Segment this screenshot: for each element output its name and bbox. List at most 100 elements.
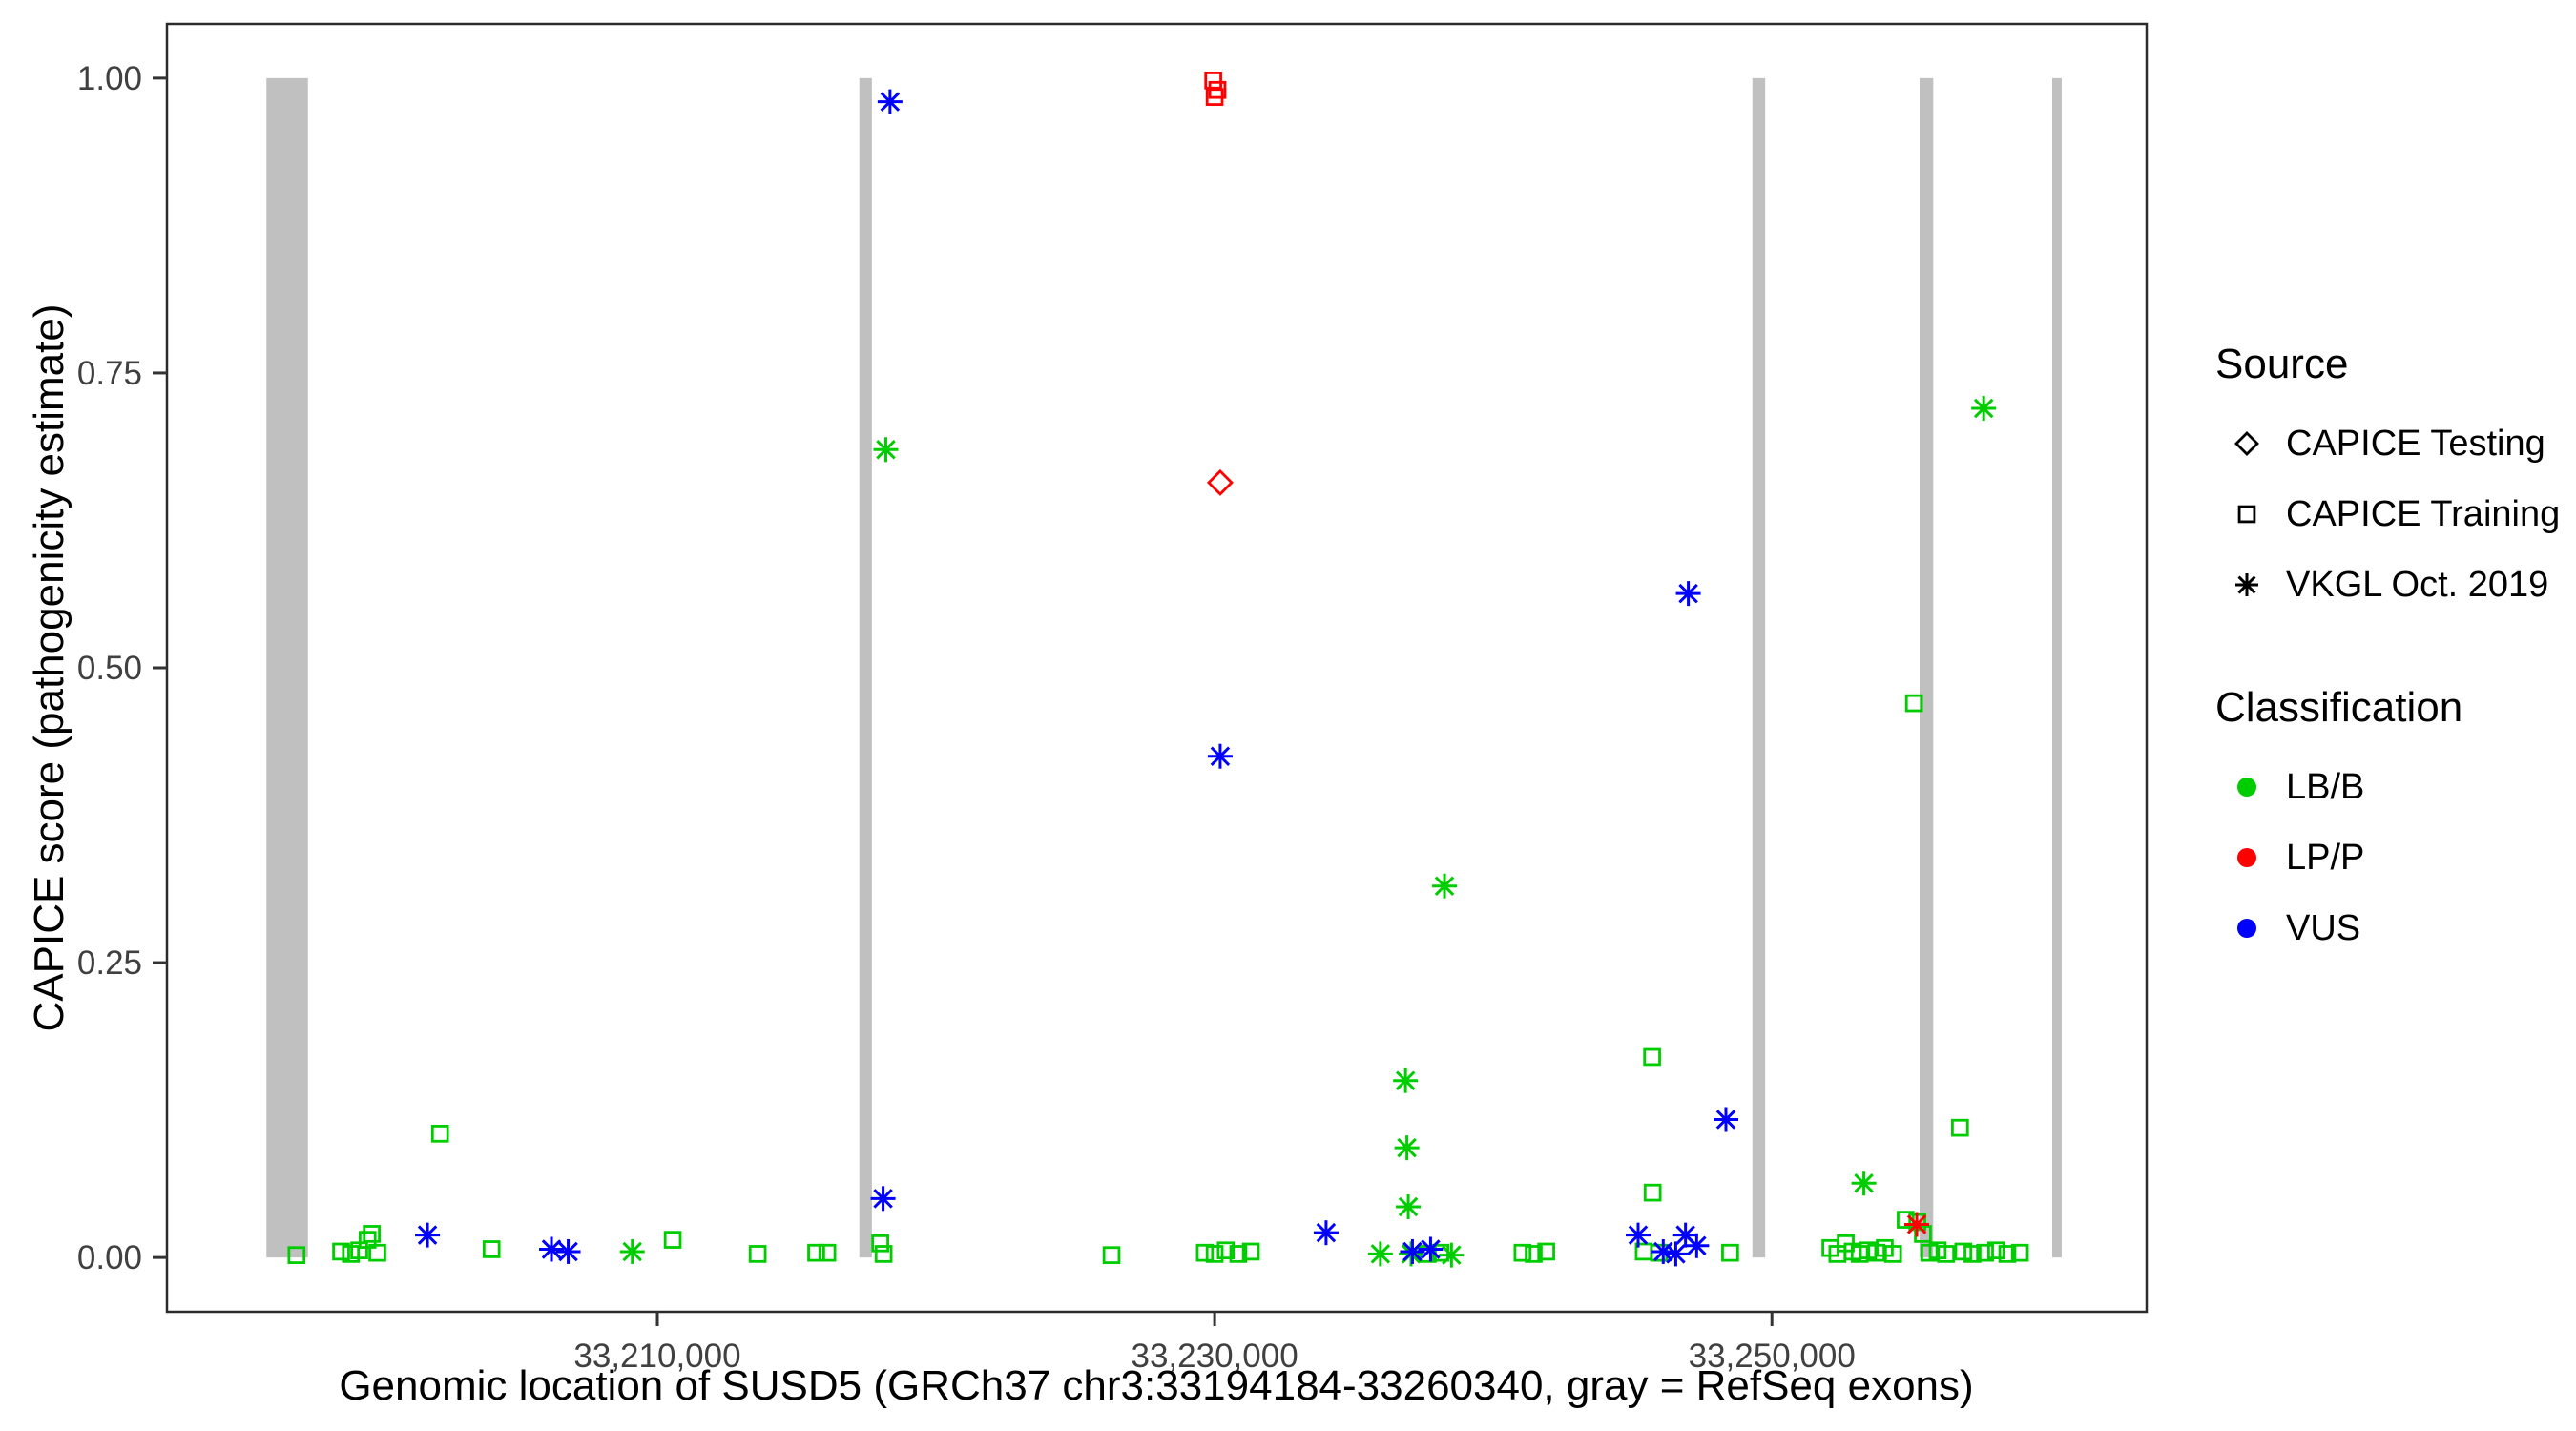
marker-square-icon [1904, 694, 1923, 713]
marker-asterisk-icon [877, 89, 903, 114]
x-axis-title: Genomic location of SUSD5 (GRCh37 chr3:3… [339, 1362, 1974, 1409]
legend-item-label: CAPICE Training [2286, 493, 2561, 534]
refseq-exon-band [266, 77, 308, 1258]
marker-circle-icon [2237, 848, 2256, 867]
marker-square-icon [1883, 1245, 1902, 1263]
marker-square-icon [482, 1240, 501, 1258]
marker-square-icon [1951, 1118, 1969, 1137]
y-tick-label: 0.00 [77, 1239, 142, 1276]
x-tick-label: 33,250,000 [1689, 1338, 1856, 1375]
diamond-icon [2234, 431, 2259, 456]
legend-item-vkgl-oct-2019: VKGL Oct. 2019 [2215, 550, 2560, 620]
legend-item-capice-training: CAPICE Training [2215, 479, 2560, 550]
marker-asterisk-icon [555, 1238, 581, 1264]
marker-square-icon [807, 1243, 825, 1262]
marker-square-icon [2237, 505, 2256, 524]
marker-square-icon [358, 1231, 377, 1249]
legend-item-label: LB/B [2286, 766, 2365, 807]
legend-source-items: CAPICE Testing CAPICE Training VKGL Oct. 2… [2215, 408, 2560, 620]
marker-asterisk-icon [1904, 1212, 1930, 1237]
marker-square-icon [748, 1245, 767, 1263]
marker-square-icon [1643, 1183, 1662, 1202]
marker-square-icon [663, 1231, 682, 1249]
marker-asterisk-icon [415, 1222, 441, 1248]
marker-square-icon [818, 1243, 837, 1262]
refseq-exon-band [859, 77, 872, 1258]
marker-asterisk-icon [2235, 573, 2258, 596]
marker-asterisk-icon [873, 437, 899, 463]
marker-square-icon [1205, 1245, 1224, 1263]
y-tick-label: 1.00 [77, 60, 142, 97]
legend-item-vus: VUS [2215, 893, 2560, 964]
marker-square-icon [1937, 1245, 1956, 1263]
circle-icon [2237, 778, 2256, 797]
marker-asterisk-icon [1432, 873, 1458, 899]
y-axis-title: CAPICE score (pathogenicity estimate) [26, 303, 73, 1032]
marker-asterisk-icon [1396, 1193, 1422, 1219]
series-vkgl-oct-2019-vus [415, 89, 1739, 1267]
marker-square-icon [332, 1242, 350, 1261]
marker-asterisk-icon [619, 1238, 645, 1264]
marker-square-icon [2010, 1243, 2029, 1262]
marker-asterisk-icon [1207, 743, 1233, 769]
legend-item-label: VUS [2286, 907, 2361, 948]
circle-icon [2237, 848, 2256, 867]
marker-square-icon [1986, 1241, 2005, 1260]
marker-square-icon [1525, 1245, 1543, 1263]
circle-icon [2237, 919, 2256, 938]
y-tick-label: 0.75 [77, 355, 142, 392]
legend-item-label: VKGL Oct. 2019 [2286, 564, 2549, 605]
series-capice-training-lp-p [1204, 72, 1227, 106]
marker-square-icon [1963, 1245, 1982, 1263]
y-tick-label: 0.50 [77, 650, 142, 687]
x-tick-label: 33,210,000 [573, 1338, 740, 1375]
marker-circle-icon [2237, 778, 2256, 797]
marker-asterisk-icon [1394, 1135, 1420, 1161]
marker-square-icon [1998, 1245, 2017, 1263]
legend-item-label: LP/P [2286, 837, 2365, 878]
marker-asterisk-icon [1393, 1068, 1419, 1093]
square-icon [2237, 505, 2256, 524]
marker-square-icon [1195, 1243, 1215, 1262]
legend-item-capice-testing: CAPICE Testing [2215, 408, 2560, 479]
panel-border [165, 22, 2149, 1314]
legend-classification-items: LB/B LP/P VUS [2215, 752, 2560, 964]
marker-diamond-icon [1206, 468, 1234, 496]
marker-asterisk-icon [1313, 1220, 1339, 1246]
marker-asterisk-icon [1400, 1238, 1425, 1264]
marker-square-icon [1102, 1246, 1121, 1264]
marker-square-icon [363, 1225, 381, 1243]
marker-square-icon [1216, 1241, 1236, 1260]
y-tick-label: 0.25 [77, 944, 142, 982]
marker-square-icon [1241, 1242, 1260, 1261]
series-capice-testing-lp-p [1206, 468, 1234, 496]
marker-square-icon [287, 1246, 306, 1264]
marker-asterisk-icon [1971, 396, 1997, 422]
legend-item-lp-p: LP/P [2215, 822, 2560, 893]
marker-square-icon [1204, 72, 1222, 90]
marker-circle-icon [2237, 919, 2256, 938]
marker-square-icon [874, 1245, 893, 1263]
refseq-exon-band [1752, 77, 1766, 1258]
marker-asterisk-icon [1851, 1171, 1877, 1196]
marker-asterisk-icon [1714, 1107, 1739, 1132]
marker-asterisk-icon [1626, 1222, 1652, 1248]
legend: Source CAPICE Testing CAPICE Training VKGL… [2215, 343, 2560, 964]
marker-asterisk-icon [870, 1186, 896, 1212]
marker-asterisk-icon [539, 1236, 565, 1262]
refseq-exon-band [2051, 77, 2062, 1258]
series-vkgl-oct-2019-lp-p [1904, 1212, 1930, 1237]
marker-square-icon [1721, 1243, 1739, 1262]
legend-item-label: CAPICE Testing [2286, 423, 2545, 464]
marker-square-icon [1205, 88, 1224, 106]
marker-square-icon [1643, 1047, 1661, 1067]
marker-asterisk-icon [1663, 1241, 1689, 1267]
refseq-exon-band [1919, 77, 1934, 1258]
marker-square-icon [1229, 1245, 1248, 1263]
marker-square-icon [1537, 1242, 1555, 1261]
legend-source-title: Source [2215, 341, 2349, 387]
series-vkgl-oct-2019-lb-b [619, 396, 1997, 1268]
marker-asterisk-icon [1418, 1236, 1444, 1262]
marker-square-icon [1954, 1242, 1973, 1261]
